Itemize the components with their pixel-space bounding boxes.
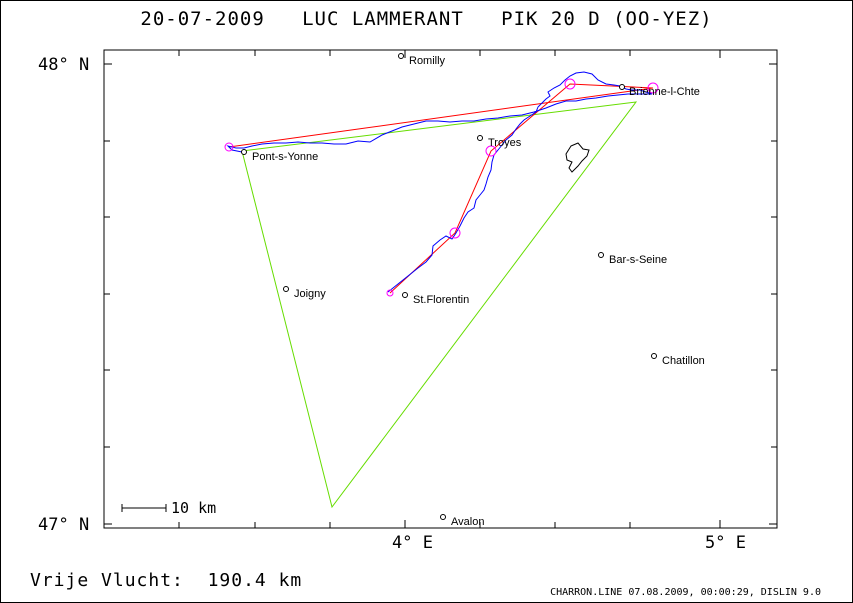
town-avalon: Avalon	[440, 514, 484, 528]
lon-left-label: 4° E	[392, 533, 433, 553]
lat-bottom-label: 47° N	[38, 515, 89, 535]
town-label: Bar-s-Seine	[609, 254, 667, 266]
flight-track	[226, 71, 653, 293]
town-label: Chatillon	[662, 355, 705, 367]
town-st-florentin: St.Florentin	[402, 292, 469, 306]
pilot-name: LUC LAMMERANT	[302, 8, 464, 30]
turnpoint-marker	[386, 289, 394, 297]
free-flight-distance: Vrije Vlucht: 190.4 km	[30, 570, 302, 591]
town-label: Brienne-l-Chte	[629, 86, 700, 98]
flight-date: 20-07-2009	[140, 8, 265, 30]
town-label: Pont-s-Yonne	[252, 151, 318, 163]
town-joigny: Joigny	[283, 286, 326, 300]
turnpoint-marker	[485, 145, 497, 157]
axis-ticks	[104, 50, 777, 528]
town-romilly: Romilly	[398, 53, 446, 67]
flight-header: 20-07-2009 LUC LAMMERANT PIK 20 D (OO-YE…	[0, 8, 853, 30]
town-label: Romilly	[409, 55, 446, 67]
task-line	[228, 83, 654, 294]
plot-area	[103, 49, 778, 529]
town-label: Joigny	[294, 288, 326, 300]
lat-top-label: 48° N	[38, 55, 89, 75]
turnpoint-marker	[224, 142, 234, 152]
turnpoint-marker	[564, 78, 576, 90]
town-pont-s-yonne: Pont-s-Yonne	[241, 149, 318, 163]
footer-info: CHARRON.LINE 07.08.2009, 00:00:29, DISLI…	[550, 587, 821, 598]
town-bar-s-seine: Bar-s-Seine	[598, 252, 667, 266]
turnpoint-marker	[449, 227, 461, 239]
town-label: Troyes	[488, 137, 522, 149]
scale-label: 10 km	[171, 499, 216, 517]
town-troyes: Troyes	[477, 135, 522, 149]
free-flight-label: Vrije Vlucht:	[30, 570, 184, 591]
town-label: Avalon	[451, 516, 484, 528]
turnpoint-markers	[224, 78, 659, 297]
lon-right-label: 5° E	[705, 533, 746, 553]
town-chatillon: Chatillon	[651, 353, 705, 367]
triangle-line	[241, 101, 638, 509]
turnpoint-marker	[647, 82, 659, 94]
lake-outline	[565, 142, 590, 173]
town-label: St.Florentin	[413, 294, 469, 306]
scale-bar	[121, 504, 167, 512]
free-flight-value: 190.4 km	[207, 570, 303, 591]
town-brienne: Brienne-l-Chte	[619, 84, 700, 98]
glider-id: PIK 20 D (OO-YEZ)	[501, 8, 713, 30]
